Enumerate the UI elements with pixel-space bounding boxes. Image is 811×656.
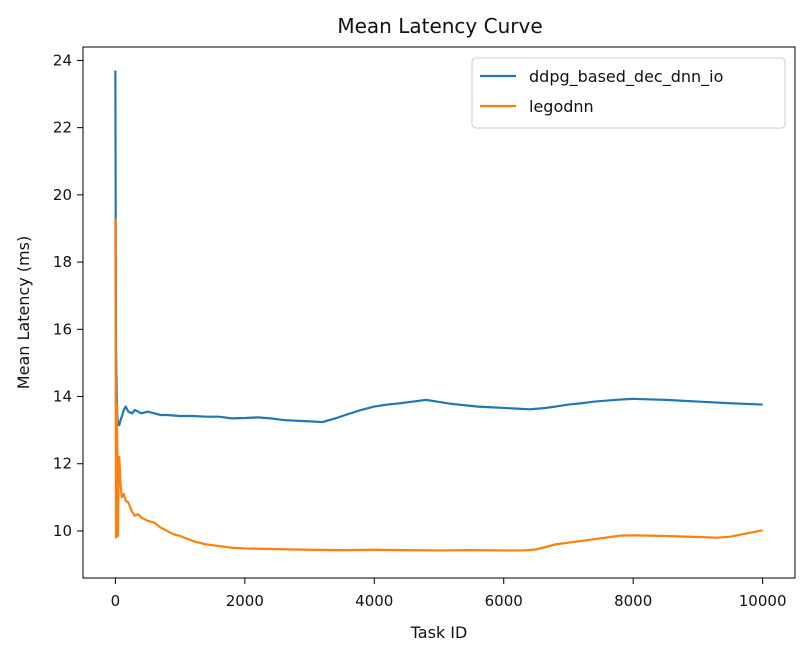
y-tick-label: 12 bbox=[53, 455, 72, 473]
y-tick-label: 24 bbox=[53, 51, 72, 69]
y-tick-label: 10 bbox=[53, 522, 72, 540]
y-axis: 10 12 14 16 18 20 22 24 bbox=[53, 51, 83, 540]
chart-title: Mean Latency Curve bbox=[337, 14, 542, 38]
x-tick-label: 10000 bbox=[739, 592, 787, 610]
x-tick-label: 8000 bbox=[614, 592, 652, 610]
x-axis: 0 2000 4000 6000 8000 10000 bbox=[111, 578, 787, 610]
plot-frame bbox=[82, 46, 796, 579]
plot-area bbox=[114, 70, 763, 552]
legend-label: ddpg_based_dec_dnn_io bbox=[529, 67, 723, 87]
x-tick-label: 0 bbox=[111, 592, 121, 610]
x-tick-label: 4000 bbox=[355, 592, 393, 610]
legend-box bbox=[471, 57, 786, 129]
x-axis-label: Task ID bbox=[410, 623, 468, 642]
y-tick-label: 14 bbox=[53, 388, 72, 406]
x-tick-label: 6000 bbox=[485, 592, 523, 610]
x-tick-label: 2000 bbox=[226, 592, 264, 610]
y-tick-label: 20 bbox=[53, 186, 72, 204]
y-tick-label: 16 bbox=[53, 320, 72, 338]
legend-label: legodnn bbox=[529, 97, 594, 116]
series-line-1 bbox=[114, 70, 763, 427]
y-tick-label: 22 bbox=[53, 119, 72, 137]
y-axis-label: Mean Latency (ms) bbox=[14, 236, 33, 389]
y-tick-label: 18 bbox=[53, 253, 72, 271]
series-line-2 bbox=[114, 218, 763, 552]
